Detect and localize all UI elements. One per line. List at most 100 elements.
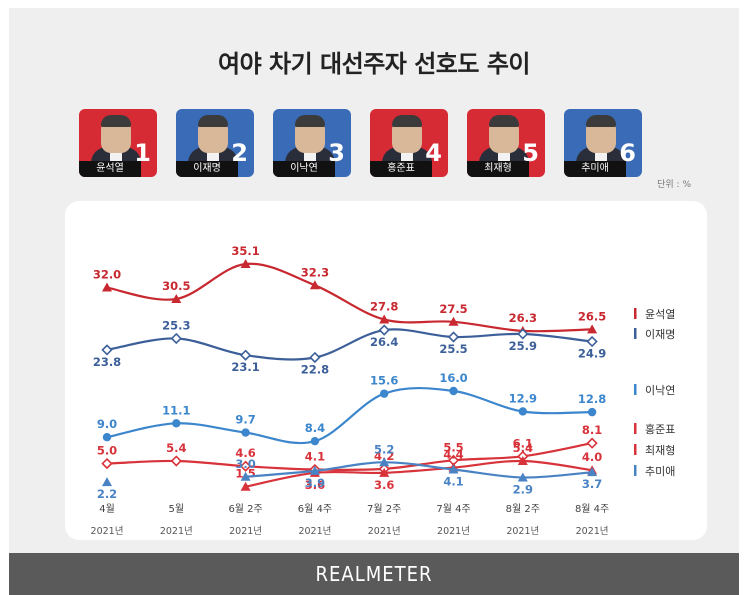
candidate-rank: 1 <box>134 139 151 167</box>
candidate-photo-hair <box>586 115 616 127</box>
data-point <box>172 419 181 428</box>
x-tick-year: 2021년 <box>437 526 470 537</box>
data-point <box>517 472 528 482</box>
line-chart: 32.0 30.5 35.1 32.3 27.8 27.5 26.3 26.5 윤석열 23.8 2… <box>91 244 676 537</box>
candidate-name: 최재형 <box>467 161 529 177</box>
x-tick-year: 2021년 <box>298 526 331 537</box>
candidate-rank: 3 <box>328 139 345 167</box>
data-label: 24.9 <box>578 347 606 361</box>
x-tick-label: 6월 2주 <box>228 503 262 515</box>
data-point <box>309 351 321 364</box>
data-point <box>240 259 251 268</box>
data-label: 23.1 <box>231 360 259 374</box>
data-label: 5.4 <box>513 441 533 455</box>
series-line <box>106 328 593 361</box>
data-point <box>309 465 320 475</box>
footer-brand: REALMETER <box>9 553 739 595</box>
candidate-photo-hair <box>101 115 131 127</box>
candidate-photo-hair <box>489 115 519 127</box>
data-label: 16.0 <box>439 371 467 385</box>
data-point <box>517 455 528 465</box>
data-point <box>239 460 252 472</box>
data-label: 3.6 <box>374 478 394 492</box>
legend-label: 이낙연 <box>645 384 675 397</box>
x-tick-year: 2021년 <box>229 526 262 537</box>
x-tick-label: 6월 4주 <box>298 503 332 515</box>
legend-swatch <box>634 444 637 455</box>
data-label: 15.6 <box>370 374 398 388</box>
infographic-frame: 여야 차기 대선주자 선호도 추이 1 윤석열 2 이재명 3 이낙연 4 홍준표 5 최재형 6 추… <box>9 8 739 595</box>
data-point <box>518 407 527 416</box>
data-label: 12.8 <box>578 392 606 406</box>
legend-swatch <box>634 384 637 395</box>
data-point <box>101 344 113 356</box>
data-point <box>587 467 598 477</box>
data-point <box>240 471 251 481</box>
data-label: 27.8 <box>370 299 398 313</box>
data-point <box>379 467 390 477</box>
data-label: 3.0 <box>235 457 255 471</box>
legend-label: 추미애 <box>645 465 675 478</box>
data-point <box>101 457 113 470</box>
data-label: 30.5 <box>162 279 190 293</box>
data-label: 8.1 <box>582 423 602 437</box>
candidate-photo-hair <box>295 115 325 127</box>
candidate-photo-hair <box>392 115 422 127</box>
data-point <box>239 349 252 361</box>
x-tick-label: 8월 2주 <box>506 503 540 515</box>
legend-label: 홍준표 <box>645 422 675 436</box>
legend-swatch <box>634 423 637 434</box>
series-line <box>245 459 593 488</box>
x-tick-year: 2021년 <box>368 526 401 537</box>
data-point <box>309 280 320 290</box>
data-label: 5.5 <box>443 440 463 454</box>
legend-label: 최재형 <box>645 444 675 457</box>
candidate-name: 이낙연 <box>273 161 335 177</box>
data-label: 35.1 <box>231 244 259 258</box>
x-tick-year: 2021년 <box>160 526 193 537</box>
candidate-name: 홍준표 <box>370 161 432 177</box>
data-point <box>170 455 182 467</box>
data-point <box>170 332 182 345</box>
data-label: 2.9 <box>513 482 533 496</box>
x-tick-label: 4월 <box>99 503 115 515</box>
data-label: 9.0 <box>97 417 117 431</box>
data-point <box>586 437 598 449</box>
data-point <box>380 389 389 398</box>
candidate-name: 윤석열 <box>79 161 141 177</box>
data-label: 5.0 <box>97 444 117 458</box>
data-point <box>586 335 598 348</box>
x-tick-year: 2021년 <box>91 526 124 537</box>
data-label: 22.8 <box>301 362 329 376</box>
data-label: 12.9 <box>509 391 537 405</box>
data-label: 25.3 <box>162 318 190 332</box>
legend-label: 윤석열 <box>645 308 675 321</box>
page-title: 여야 차기 대선주자 선호도 추이 <box>218 50 530 78</box>
candidate-photo-hair <box>198 115 228 127</box>
data-point <box>379 314 390 324</box>
candidate-name: 추미애 <box>564 161 626 177</box>
data-point <box>379 457 390 467</box>
candidate-card: 2 이재명 <box>176 109 254 177</box>
x-tick-label: 7월 2주 <box>367 503 401 515</box>
data-point <box>448 464 459 474</box>
candidate-card: 5 최재형 <box>467 109 545 177</box>
candidate-card: 4 홍준표 <box>370 109 448 177</box>
data-label: 26.4 <box>370 335 398 349</box>
data-label: 26.5 <box>578 309 606 323</box>
data-point <box>102 433 112 442</box>
candidate-rank: 4 <box>425 139 442 167</box>
series-line <box>245 461 593 479</box>
data-label: 5.2 <box>374 442 394 456</box>
x-tick-label: 8월 4주 <box>575 503 609 515</box>
x-tick-label: 5월 <box>169 503 185 515</box>
data-point <box>449 386 458 396</box>
series-line <box>106 387 593 445</box>
legend-swatch <box>634 465 637 476</box>
data-point <box>517 328 529 340</box>
data-label: 2.2 <box>97 487 117 501</box>
x-tick-year: 2021년 <box>506 526 539 537</box>
legend-label: 이재명 <box>645 328 675 341</box>
candidate-rank: 6 <box>619 139 636 167</box>
data-point <box>447 331 460 343</box>
